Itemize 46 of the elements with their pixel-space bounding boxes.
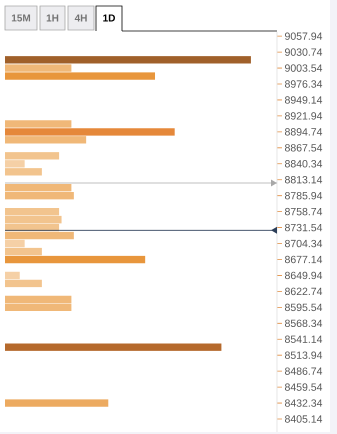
bar xyxy=(5,120,72,128)
bar xyxy=(5,240,25,248)
bar xyxy=(5,168,42,176)
y-tick-label: 8704.34 xyxy=(284,240,322,248)
y-tick-label: 8595.54 xyxy=(284,304,322,312)
y-tick-label: 8541.14 xyxy=(284,336,322,343)
y-tick-label: 8840.34 xyxy=(284,160,322,168)
y-tick-label: 9030.74 xyxy=(285,48,322,56)
bar xyxy=(5,56,251,64)
bar xyxy=(5,256,146,264)
bar xyxy=(5,399,108,407)
y-tick-label: 9003.54 xyxy=(285,64,322,72)
bar xyxy=(5,272,20,280)
bar xyxy=(5,128,175,136)
bar xyxy=(5,160,25,168)
bar xyxy=(5,344,222,351)
y-tick-label: 8649.94 xyxy=(284,272,322,280)
y-tick-label: 8867.54 xyxy=(284,144,322,152)
y-tick-label: 8758.74 xyxy=(284,208,322,216)
text: 15M xyxy=(12,14,30,22)
text: 1H xyxy=(46,14,58,22)
y-tick-label: 8785.94 xyxy=(284,192,322,200)
y-tick-label: 8677.14 xyxy=(284,256,322,264)
y-tick-label: 8513.94 xyxy=(284,351,322,359)
y-tick-label: 8976.34 xyxy=(284,80,322,88)
bar xyxy=(5,72,156,80)
bar xyxy=(5,280,42,288)
y-tick-label: 8949.14 xyxy=(284,96,322,104)
y-tick-label: 8894.74 xyxy=(284,128,322,136)
bar xyxy=(5,232,74,240)
y-tick-label: 8921.94 xyxy=(284,112,322,120)
text: 1D xyxy=(103,14,115,22)
bar xyxy=(5,136,86,144)
y-tick-label: 8568.34 xyxy=(284,320,322,328)
y-tick-label: 8459.54 xyxy=(284,383,322,391)
y-tick-label: 9057.94 xyxy=(285,32,322,40)
y-tick-label: 8813.14 xyxy=(284,176,322,184)
y-tick-label: 8486.74 xyxy=(284,367,322,375)
y-tick-label: 8432.34 xyxy=(284,399,322,407)
text: 4H xyxy=(74,14,87,22)
y-tick-label: 8622.74 xyxy=(284,288,322,296)
bar xyxy=(5,248,42,256)
bar xyxy=(5,64,72,72)
y-tick-label: 8405.14 xyxy=(284,415,322,423)
bar xyxy=(5,152,60,160)
y-tick-label: 8731.54 xyxy=(284,224,322,232)
